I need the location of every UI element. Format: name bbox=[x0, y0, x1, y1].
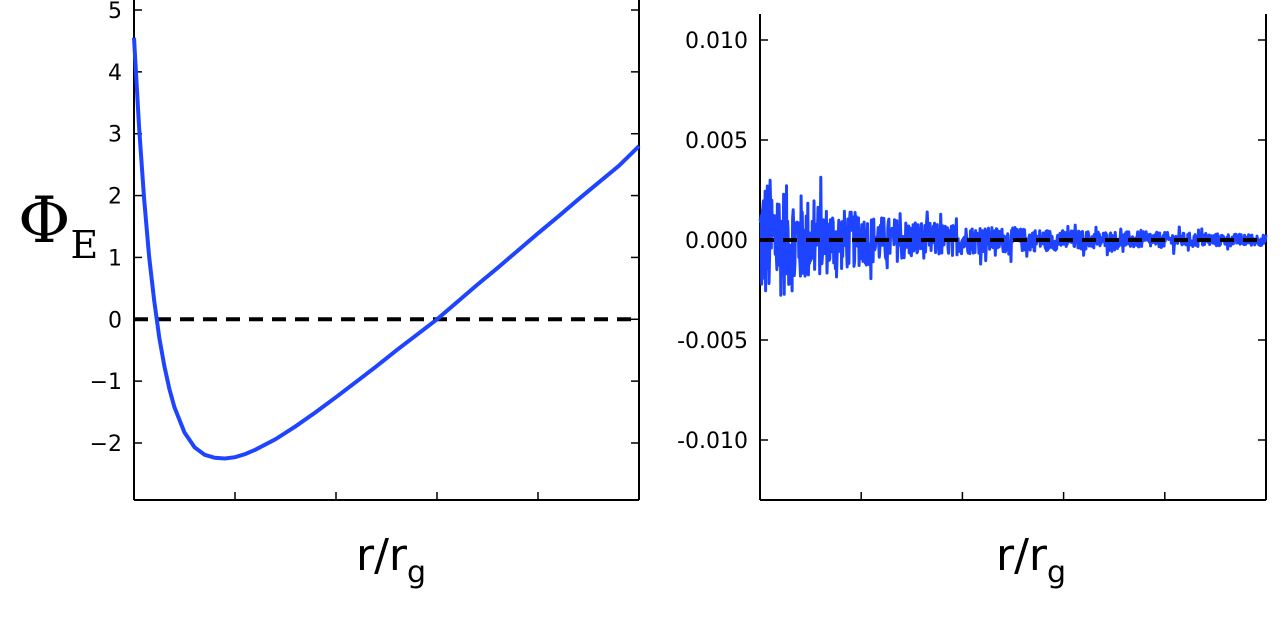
y-tick-label: 0 bbox=[108, 308, 122, 333]
y-ticks: 0.010 0.005 0.000 -0.005 -0.010 bbox=[677, 29, 1266, 454]
y-tick-label: 3 bbox=[108, 123, 122, 148]
y-tick-label: 5 bbox=[108, 0, 122, 24]
potential-chart: 5 4 3 2 1 0 −1 −2 r/rg ΦE bbox=[18, 0, 641, 590]
y-axis-label: ΦE bbox=[18, 184, 98, 267]
y-tick-label: 4 bbox=[108, 61, 122, 86]
y-tick-label: -0.010 bbox=[677, 429, 748, 454]
residual-series-line bbox=[758, 175, 1268, 297]
y-ticks: 5 4 3 2 1 0 −1 −2 bbox=[90, 0, 639, 457]
y-tick-label: 2 bbox=[108, 185, 122, 210]
x-ticks bbox=[133, 492, 640, 500]
y-tick-label: 0.005 bbox=[685, 129, 748, 154]
y-tick-label: 0.000 bbox=[685, 229, 748, 254]
residual-chart: 0.010 0.005 0.000 -0.005 -0.010 r/rg bbox=[677, 14, 1268, 590]
x-axis-label: r/rg bbox=[996, 530, 1066, 590]
y-tick-label: 0.010 bbox=[685, 29, 748, 54]
x-axis-label: r/rg bbox=[356, 530, 426, 590]
y-tick-label: −2 bbox=[90, 432, 122, 457]
x-ticks bbox=[759, 492, 1267, 500]
y-tick-label: 1 bbox=[108, 246, 122, 271]
y-tick-label: −1 bbox=[90, 370, 122, 395]
y-tick-label: -0.005 bbox=[677, 329, 748, 354]
potential-series-line bbox=[132, 37, 641, 461]
